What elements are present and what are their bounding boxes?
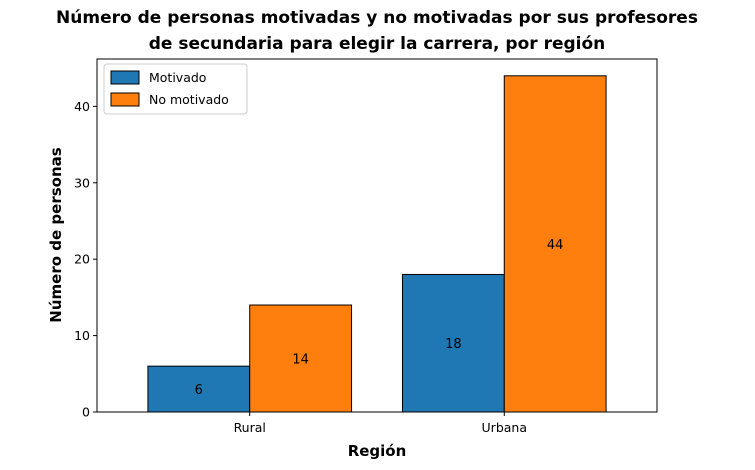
legend-swatch	[110, 92, 140, 107]
chart-title-line-2: de secundaria para elegir la carrera, po…	[149, 34, 606, 54]
y-tick-label: 0	[82, 405, 90, 420]
x-axis-label: Región	[348, 442, 407, 460]
plot-area: 6 18 14 44 0 10 20 30 40 Rural Urbana	[74, 58, 658, 435]
legend-label: Motivado	[149, 70, 206, 85]
plot-frame	[96, 58, 658, 413]
y-axis-label: Número de personas	[47, 147, 65, 322]
x-tick-label: Urbana	[482, 420, 527, 435]
legend-box	[103, 63, 248, 115]
data-label: 14	[292, 353, 309, 368]
legend: Motivado No motivado	[103, 63, 248, 115]
y-tick-label: 20	[74, 252, 90, 267]
y-tick-label: 30	[74, 175, 90, 190]
data-label: 44	[547, 238, 564, 253]
bar-no-motivado-urbana	[503, 75, 607, 413]
bar-motivado-urbana	[401, 273, 505, 413]
legend-label: No motivado	[149, 92, 229, 107]
bar-motivado-rural	[147, 365, 251, 413]
data-label: 18	[445, 337, 462, 352]
x-tick-label: Rural	[234, 420, 266, 435]
chart-title-line-1: Número de personas motivadas y no motiva…	[56, 8, 698, 28]
data-label: 6	[195, 383, 203, 398]
bar-no-motivado-rural	[249, 304, 353, 413]
y-tick-label: 40	[74, 99, 90, 114]
y-tick-label: 10	[74, 328, 90, 343]
legend-swatch	[110, 70, 140, 85]
